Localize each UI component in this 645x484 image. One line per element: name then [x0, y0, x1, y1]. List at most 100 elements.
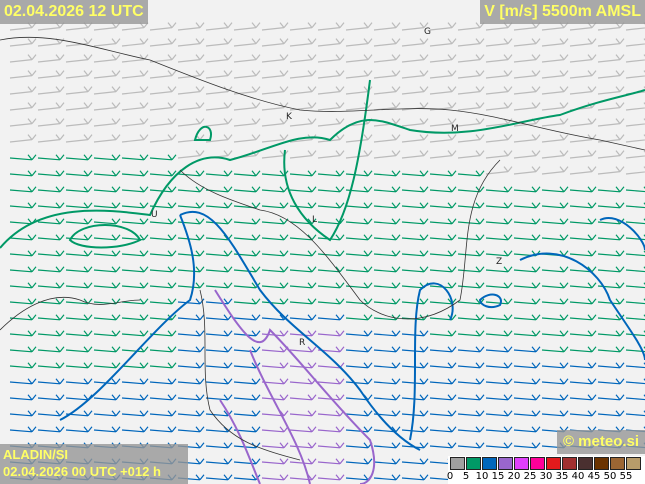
- wind-barb: [289, 474, 317, 481]
- wind-barb: [9, 282, 37, 289]
- wind-barb: [513, 330, 541, 337]
- wind-barb: [625, 282, 645, 289]
- wind-barb: [429, 378, 457, 385]
- wind-barb: [317, 314, 345, 321]
- wind-barb: [485, 218, 513, 225]
- wind-barb: [37, 346, 65, 353]
- wind-barb: [9, 86, 37, 95]
- parameter-label: V [m/s] 5500m AMSL: [480, 0, 645, 24]
- wind-barb: [9, 118, 37, 127]
- wind-barb: [541, 186, 569, 193]
- wind-barb: [149, 170, 177, 177]
- wind-barb: [513, 282, 541, 289]
- wind-barb: [177, 150, 205, 159]
- wind-barb: [597, 282, 625, 289]
- wind-barb: [345, 54, 373, 63]
- wind-barb: [317, 410, 345, 417]
- wind-barb: [401, 298, 429, 305]
- wind-barb: [121, 134, 149, 143]
- wind-barb: [401, 250, 429, 257]
- wind-barb: [457, 330, 485, 337]
- wind-barb: [177, 378, 205, 385]
- wind-barb: [177, 426, 205, 433]
- wind-barb: [429, 250, 457, 257]
- wind-barb: [513, 426, 541, 433]
- wind-barb: [289, 86, 317, 95]
- legend-swatch: [546, 457, 561, 470]
- wind-barb: [373, 54, 401, 63]
- wind-barb: [513, 186, 541, 193]
- legend-label: 20: [507, 471, 521, 482]
- wind-barb: [233, 330, 261, 337]
- wind-barb: [373, 458, 401, 465]
- wind-barb: [457, 394, 485, 401]
- wind-barb: [541, 166, 569, 175]
- wind-barb: [205, 330, 233, 337]
- wind-barb: [597, 202, 625, 209]
- wind-barb: [37, 426, 65, 433]
- wind-barb: [541, 86, 569, 95]
- wind-barb: [233, 410, 261, 417]
- wind-barb: [177, 282, 205, 289]
- wind-barb: [205, 70, 233, 79]
- wind-barb: [289, 410, 317, 417]
- wind-barb: [429, 282, 457, 289]
- wind-barb: [541, 38, 569, 47]
- wind-barb: [65, 250, 93, 257]
- wind-barb: [597, 378, 625, 385]
- wind-barb: [121, 362, 149, 369]
- legend-label: 5: [462, 471, 470, 482]
- wind-barb: [37, 362, 65, 369]
- wind-barb: [233, 314, 261, 321]
- wind-barb: [597, 118, 625, 127]
- wind-barb: [429, 362, 457, 369]
- wind-barb: [429, 38, 457, 47]
- wind-barb: [37, 154, 65, 161]
- wind-barb: [9, 38, 37, 47]
- wind-barb: [65, 54, 93, 63]
- wind-barb: [457, 442, 485, 449]
- wind-barb: [93, 394, 121, 401]
- wind-barb: [457, 266, 485, 273]
- wind-barb: [345, 218, 373, 225]
- wind-barb: [65, 118, 93, 127]
- wind-barb: [261, 186, 289, 193]
- wind-barb: [317, 458, 345, 465]
- wind-barb: [177, 346, 205, 353]
- wind-barb: [429, 426, 457, 433]
- wind-barb: [541, 378, 569, 385]
- wind-barb: [317, 298, 345, 305]
- wind-barb: [485, 166, 513, 175]
- wind-barb: [457, 134, 485, 143]
- wind-barb: [485, 314, 513, 321]
- wind-barb: [569, 410, 597, 417]
- isotach-5: [193, 125, 212, 141]
- legend-label: 50: [603, 471, 617, 482]
- wind-barb: [345, 298, 373, 305]
- wind-barb: [373, 442, 401, 449]
- wind-barb: [9, 102, 37, 111]
- wind-barb: [373, 38, 401, 47]
- wind-barb: [93, 70, 121, 79]
- wind-barb: [513, 410, 541, 417]
- wind-barb: [401, 150, 429, 159]
- wind-barb: [65, 154, 93, 161]
- wind-barb: [93, 250, 121, 257]
- wind-barb: [93, 410, 121, 417]
- wind-barb: [401, 410, 429, 417]
- city-marker: L: [312, 215, 318, 225]
- wind-barb: [345, 202, 373, 209]
- wind-barb: [37, 314, 65, 321]
- wind-barb: [233, 186, 261, 193]
- wind-barb: [429, 150, 457, 159]
- wind-barb: [569, 218, 597, 225]
- wind-barb: [37, 102, 65, 111]
- wind-barb: [373, 298, 401, 305]
- wind-barb: [289, 218, 317, 225]
- wind-barb: [177, 102, 205, 111]
- wind-barb: [569, 202, 597, 209]
- wind-barb: [457, 38, 485, 47]
- wind-barb: [625, 166, 645, 175]
- wind-barb: [289, 70, 317, 79]
- wind-barb: [37, 86, 65, 95]
